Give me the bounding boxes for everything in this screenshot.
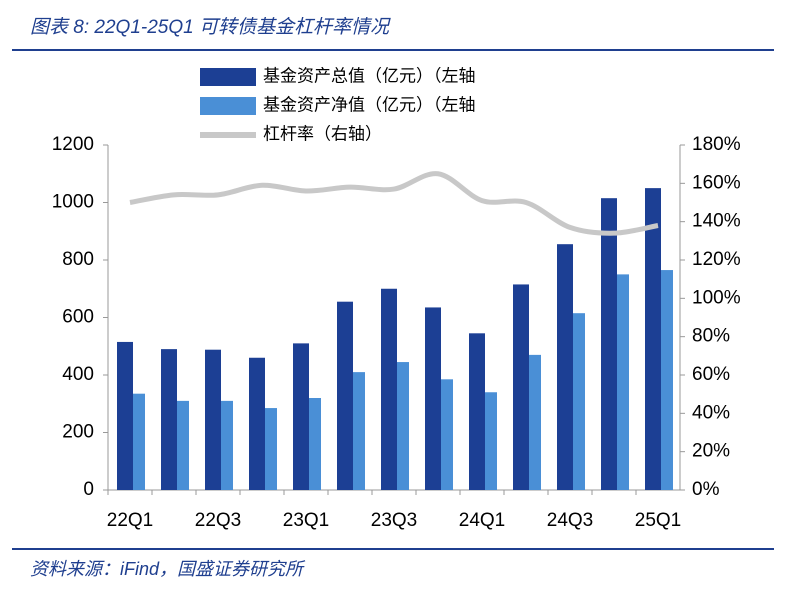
bar [601, 198, 617, 490]
y2-tick-label: 20% [692, 441, 730, 462]
x-tick-label: 23Q1 [283, 510, 329, 531]
bar [117, 341, 133, 490]
y2-tick-label: 80% [692, 326, 730, 347]
bar [265, 408, 277, 490]
y2-tick-label: 0% [692, 479, 720, 500]
x-tick-label: 24Q3 [547, 510, 593, 531]
y-tick-label: 800 [62, 249, 94, 270]
source: 资料来源：iFind，国盛证券研究所 [30, 559, 306, 579]
bar [309, 398, 321, 490]
bar [249, 357, 265, 490]
y2-tick-label: 100% [692, 287, 741, 308]
y2-tick-label: 160% [692, 172, 741, 193]
bar [617, 274, 629, 490]
bar [381, 288, 397, 490]
y2-tick-label: 120% [692, 249, 741, 270]
bar [557, 244, 573, 490]
y-tick-label: 600 [62, 307, 94, 328]
bar [645, 188, 661, 490]
bar [397, 362, 409, 490]
bar [221, 400, 233, 490]
bar [161, 349, 177, 490]
y2-tick-label: 180% [692, 134, 741, 155]
bar [441, 379, 453, 490]
y2-tick-label: 40% [692, 402, 730, 423]
legend-swatch [200, 97, 256, 115]
bar [337, 301, 353, 490]
legend-label: 基金资产总值（亿元）（左轴 [263, 66, 476, 85]
y-tick-label: 1000 [52, 192, 94, 213]
bar [133, 393, 145, 490]
x-tick-label: 23Q3 [371, 510, 417, 531]
chart-title: 图表 8: 22Q1-25Q1 可转债基金杠杆率情况 [30, 16, 391, 38]
x-tick-label: 22Q1 [107, 510, 153, 531]
bar [425, 307, 441, 490]
bar [573, 313, 585, 490]
y-tick-label: 0 [83, 479, 94, 500]
bar [353, 372, 365, 490]
legend-label: 杠杆率（右轴） [263, 124, 382, 143]
legend-label: 基金资产净值（亿元）（左轴 [263, 95, 476, 114]
y-tick-label: 200 [62, 422, 94, 443]
y-tick-label: 1200 [52, 134, 94, 155]
x-tick-label: 22Q3 [195, 510, 241, 531]
bar [485, 392, 497, 490]
bar [205, 349, 221, 490]
bar [661, 270, 673, 490]
y2-tick-label: 60% [692, 364, 730, 385]
bar [177, 400, 189, 490]
bar [293, 343, 309, 490]
bar [529, 354, 541, 490]
y-tick-label: 400 [62, 364, 94, 385]
y2-tick-label: 140% [692, 211, 741, 232]
bar [513, 284, 529, 490]
line [129, 171, 659, 236]
bar [469, 333, 485, 490]
legend-swatch [200, 68, 256, 86]
x-tick-label: 25Q1 [635, 510, 681, 531]
x-tick-label: 24Q1 [459, 510, 505, 531]
